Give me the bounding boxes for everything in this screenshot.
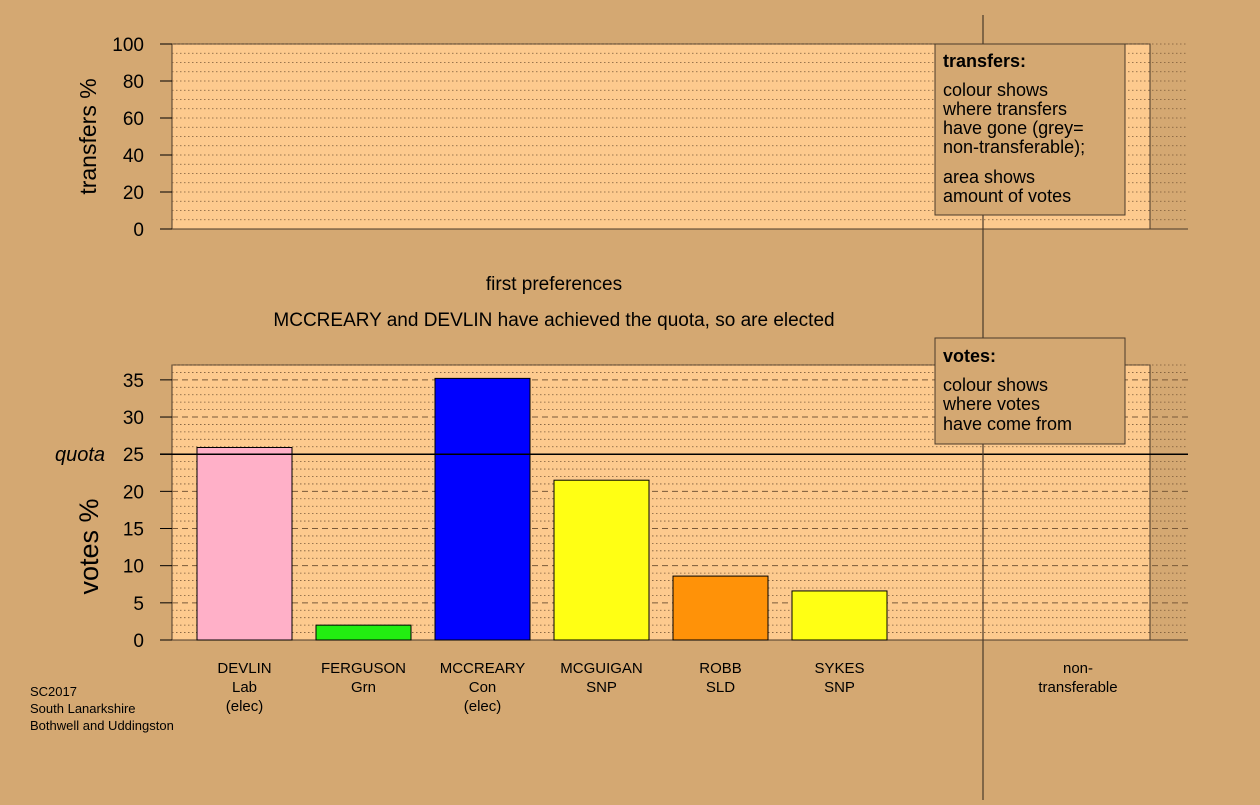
candidate-label: Grn bbox=[351, 679, 376, 696]
votes-ytick-label: 35 bbox=[123, 371, 144, 392]
stage-label: first preferences bbox=[486, 274, 622, 295]
transfers-legend-line: colour shows bbox=[943, 80, 1048, 100]
transfers-legend-box bbox=[934, 43, 1126, 216]
transfers-legend-line: have gone (grey= bbox=[943, 118, 1084, 138]
candidate-label: Lab bbox=[232, 679, 257, 696]
votes-ytick-label: 10 bbox=[123, 557, 144, 578]
votes-ytick-label: 20 bbox=[123, 482, 144, 503]
candidate-label: SNP bbox=[586, 679, 617, 696]
nontransferable-label: non- bbox=[1063, 660, 1093, 677]
candidate-label: FERGUSON bbox=[321, 660, 406, 677]
votes-legend-line: have come from bbox=[943, 414, 1072, 434]
candidate-label: Con bbox=[469, 679, 497, 696]
bar-ferguson bbox=[315, 624, 412, 641]
candidate-label: ROBB bbox=[699, 660, 742, 677]
bar-robb bbox=[672, 575, 769, 641]
quota-label: quota bbox=[55, 444, 105, 466]
transfers-ytick-label: 60 bbox=[123, 109, 144, 130]
transfers-ytick-label: 100 bbox=[112, 35, 144, 56]
votes-legend-box bbox=[934, 337, 1126, 445]
nontransferable-label: transferable bbox=[1038, 679, 1117, 696]
votes-ytick-label: 15 bbox=[123, 520, 144, 541]
votes-ytick-label: 25 bbox=[123, 445, 144, 466]
candidate-label: (elec) bbox=[464, 698, 502, 715]
votes-ytick-label: 0 bbox=[133, 631, 144, 652]
status-message: MCCREARY and DEVLIN have achieved the qu… bbox=[273, 310, 834, 331]
transfers-legend-line: area shows bbox=[943, 167, 1035, 187]
candidate-label: SLD bbox=[706, 679, 735, 696]
bar-sykes bbox=[791, 590, 888, 641]
transfers-ytick-label: 20 bbox=[123, 183, 144, 204]
bar-mcguigan bbox=[553, 479, 650, 641]
transfers-ytick-label: 40 bbox=[123, 146, 144, 167]
transfers-legend: transfers: colour shows where transfers … bbox=[934, 43, 1126, 216]
votes-legend-line: colour shows bbox=[943, 375, 1048, 395]
transfers-legend-line: where transfers bbox=[942, 99, 1067, 119]
candidate-label: SNP bbox=[824, 679, 855, 696]
transfers-ylabel: transfers % bbox=[75, 78, 101, 194]
transfers-ytick-label: 0 bbox=[133, 220, 144, 241]
votes-legend-line: where votes bbox=[942, 394, 1040, 414]
votes-ytick-label: 30 bbox=[123, 408, 144, 429]
candidate-label: MCGUIGAN bbox=[560, 660, 643, 677]
footer-line: South Lanarkshire bbox=[30, 701, 136, 716]
votes-ylabel: votes % bbox=[74, 498, 104, 594]
votes-ytick-label: 5 bbox=[133, 594, 144, 615]
transfers-ytick-label: 80 bbox=[123, 72, 144, 93]
bar-mccreary bbox=[434, 377, 531, 641]
footer-line: SC2017 bbox=[30, 684, 77, 699]
votes-legend: votes: colour shows where votes have com… bbox=[934, 337, 1126, 445]
votes-legend-title: votes: bbox=[943, 346, 996, 366]
transfers-legend-line: amount of votes bbox=[943, 186, 1071, 206]
candidate-label: MCCREARY bbox=[440, 660, 526, 677]
footer: SC2017 South Lanarkshire Bothwell and Ud… bbox=[30, 684, 174, 733]
bar-devlin bbox=[196, 447, 293, 641]
candidate-label: SYKES bbox=[814, 660, 864, 677]
candidate-label: DEVLIN bbox=[217, 660, 271, 677]
footer-line: Bothwell and Uddingston bbox=[30, 718, 174, 733]
candidate-label: (elec) bbox=[226, 698, 264, 715]
transfers-legend-line: non-transferable); bbox=[943, 137, 1085, 157]
transfers-legend-title: transfers: bbox=[943, 51, 1026, 71]
